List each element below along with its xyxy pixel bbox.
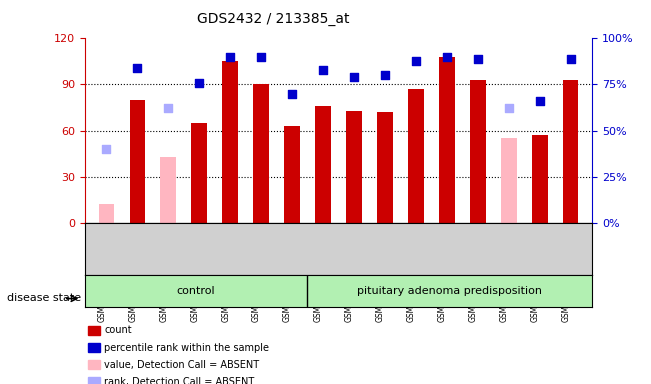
Bar <box>439 57 454 223</box>
Point <box>194 79 204 86</box>
Bar <box>315 106 331 223</box>
Point <box>225 54 236 60</box>
Text: pituitary adenoma predisposition: pituitary adenoma predisposition <box>357 286 542 296</box>
Bar <box>470 80 486 223</box>
Point <box>473 56 483 62</box>
Bar <box>501 138 516 223</box>
Point <box>349 74 359 80</box>
Point <box>132 65 143 71</box>
Bar <box>253 84 269 223</box>
Text: rank, Detection Call = ABSENT: rank, Detection Call = ABSENT <box>104 377 255 384</box>
Point <box>441 54 452 60</box>
Bar <box>161 157 176 223</box>
Text: percentile rank within the sample: percentile rank within the sample <box>104 343 269 353</box>
Text: disease state: disease state <box>7 293 81 303</box>
Text: GDS2432 / 213385_at: GDS2432 / 213385_at <box>197 12 350 25</box>
Bar <box>563 80 579 223</box>
Point <box>380 72 390 78</box>
Text: control: control <box>176 286 215 296</box>
Bar <box>223 61 238 223</box>
Bar <box>346 111 362 223</box>
Text: count: count <box>104 325 132 335</box>
Point <box>504 105 514 111</box>
Bar <box>284 126 300 223</box>
Bar <box>191 123 207 223</box>
Point <box>318 67 328 73</box>
Point <box>163 105 173 111</box>
Bar <box>408 89 424 223</box>
Bar <box>130 100 145 223</box>
Point <box>256 54 266 60</box>
Bar <box>532 135 547 223</box>
Point <box>534 98 545 104</box>
Bar <box>98 204 114 223</box>
Bar <box>377 112 393 223</box>
Point <box>287 91 298 97</box>
Point <box>566 56 576 62</box>
Text: value, Detection Call = ABSENT: value, Detection Call = ABSENT <box>104 360 259 370</box>
Point <box>101 146 111 152</box>
Point <box>411 58 421 64</box>
